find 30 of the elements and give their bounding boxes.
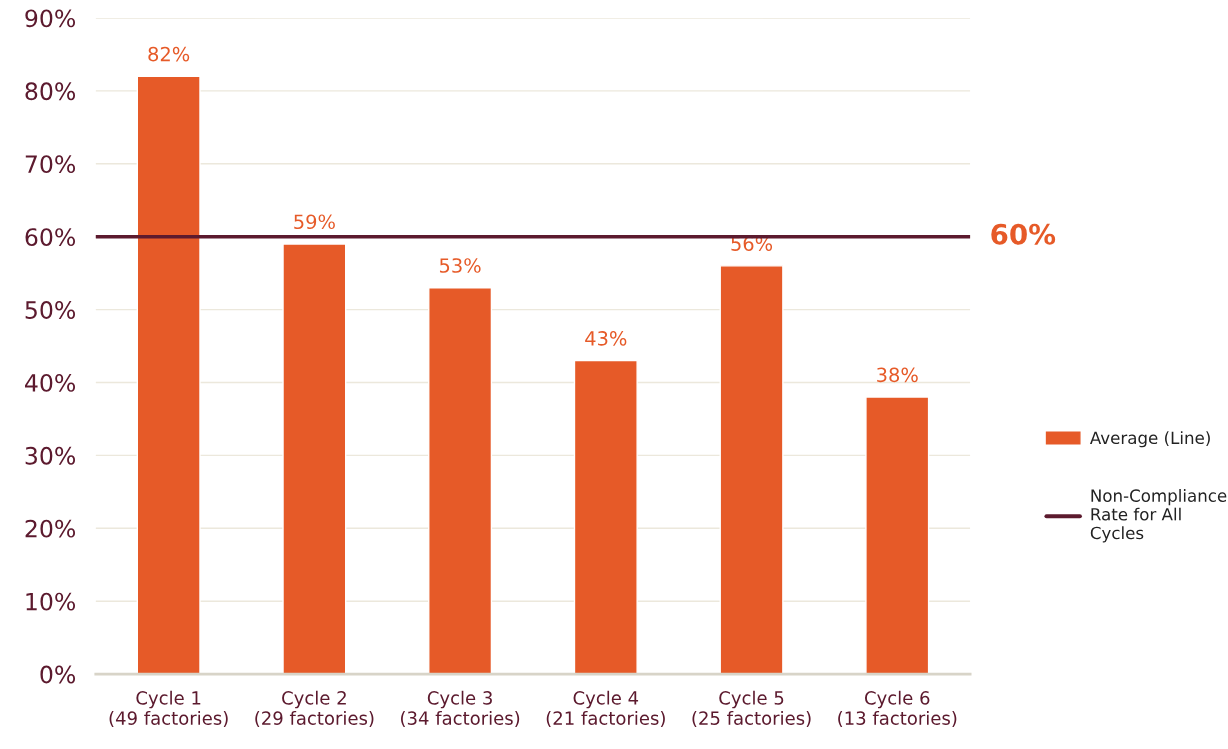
bar [428,287,493,675]
bar [719,265,784,675]
legend-label: Average (Line) [1089,431,1210,448]
y-tick-label: 80% [25,82,76,101]
y-tick-label: 10% [26,592,76,611]
x-tick-label: Cycle 4 (21 factories) [546,690,665,728]
x-tick-label: Cycle 6 (13 factories) [838,690,957,728]
y-tick-label: 50% [25,301,76,319]
y-tick-label: 0% [40,665,76,684]
y-tick-label: 20% [25,519,76,538]
bar [573,359,638,675]
text: 59% [294,214,335,230]
y-tick-label: 60% [25,228,76,246]
y-tick-label: 30% [25,446,76,465]
y-tick-label: 70% [25,155,76,174]
bar [865,396,930,675]
x-tick-label: Cycle 3 (34 factories) [401,690,520,728]
x-tick-label: Cycle 1 (49 factories) [109,690,228,728]
bar [136,75,201,675]
text: 38% [877,367,918,383]
text: 43% [585,331,627,346]
y-tick-label: 90% [25,9,76,28]
x-tick-label: Cycle 5 (25 factories) [692,690,811,728]
text: 53% [439,258,481,273]
x-tick-label: Cycle 2 (29 factories) [255,690,374,728]
text: Non-Compliance Rate for All Cycles [1090,489,1227,543]
bar [282,243,347,675]
y-tick-label: 40% [25,373,76,392]
ref-line-label: 60% [991,223,1056,245]
text: 82% [148,46,190,62]
